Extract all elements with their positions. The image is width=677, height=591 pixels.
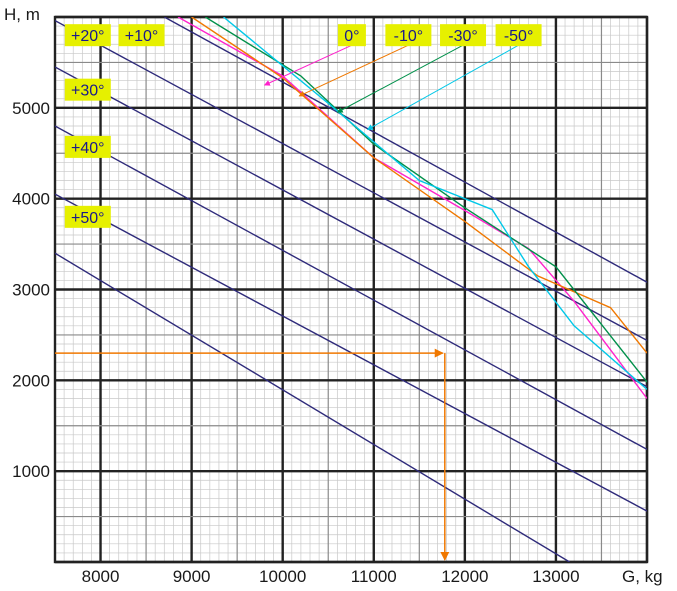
label-pointer-line	[336, 44, 464, 113]
tick-layer: 8000 9000 10000 11000 12000 13000 1000 2000 3000…	[12, 99, 579, 586]
isotherm-label-tag	[440, 24, 487, 47]
series-line-3	[55, 125, 647, 451]
isotherm-label-tag	[495, 24, 542, 47]
isotherm-label-tag	[64, 78, 111, 101]
series-line-5	[55, 252, 570, 562]
y-tick-label: 4000	[12, 190, 50, 209]
x-tick-label: 11000	[351, 567, 397, 586]
series-line-2	[55, 66, 647, 388]
series-line-8	[204, 17, 647, 383]
isotherm-label: +30°	[71, 83, 105, 100]
isotherm-label-tag	[337, 24, 366, 47]
label-pointer-line	[263, 44, 353, 86]
y-tick-label: 3000	[12, 281, 50, 300]
y-tick-label: 1000	[12, 462, 50, 481]
isotherm-label: +40°	[71, 140, 105, 157]
major-grid	[53, 15, 649, 564]
x-tick-label: 9000	[173, 567, 211, 586]
series-line-1	[163, 17, 647, 283]
isotherm-label-tag	[385, 24, 432, 47]
isotherm-label: -10°	[394, 28, 424, 45]
isotherm-label: 0°	[344, 28, 359, 45]
isotherm-label-tag	[118, 24, 165, 47]
label-layer: +20° +10° +30° +40° +50° 0° -10° -30° -50°	[64, 24, 542, 228]
x-tick-label: 13000	[532, 567, 579, 586]
isotherm-label: -30°	[448, 28, 478, 45]
series-line-9	[223, 17, 647, 390]
series-line-7	[191, 17, 647, 354]
label-pointer-line	[366, 44, 519, 131]
isotherm-label-tag	[64, 24, 111, 47]
x-tick-label: 8000	[82, 567, 120, 586]
isotherm-label-tag	[64, 205, 111, 228]
isotherm-label: -50°	[504, 28, 534, 45]
y-axis-label: H, m	[4, 5, 40, 24]
label-pointer-line	[298, 44, 409, 97]
x-axis-label: G, kg	[622, 567, 663, 586]
series-line-6	[177, 17, 647, 399]
y-tick-label: 5000	[12, 99, 50, 118]
y-tick-label: 2000	[12, 371, 50, 390]
x-tick-label: 12000	[441, 567, 488, 586]
x-tick-label: 10000	[259, 567, 306, 586]
example-layer	[55, 348, 450, 561]
isotherm-label: +50°	[71, 210, 105, 227]
plot-border	[53, 15, 649, 564]
isotherm-label-tag	[64, 135, 111, 158]
isotherm-label: +10°	[125, 28, 159, 45]
isotherm-label: +20°	[71, 28, 105, 45]
series-line-0	[55, 19, 647, 342]
